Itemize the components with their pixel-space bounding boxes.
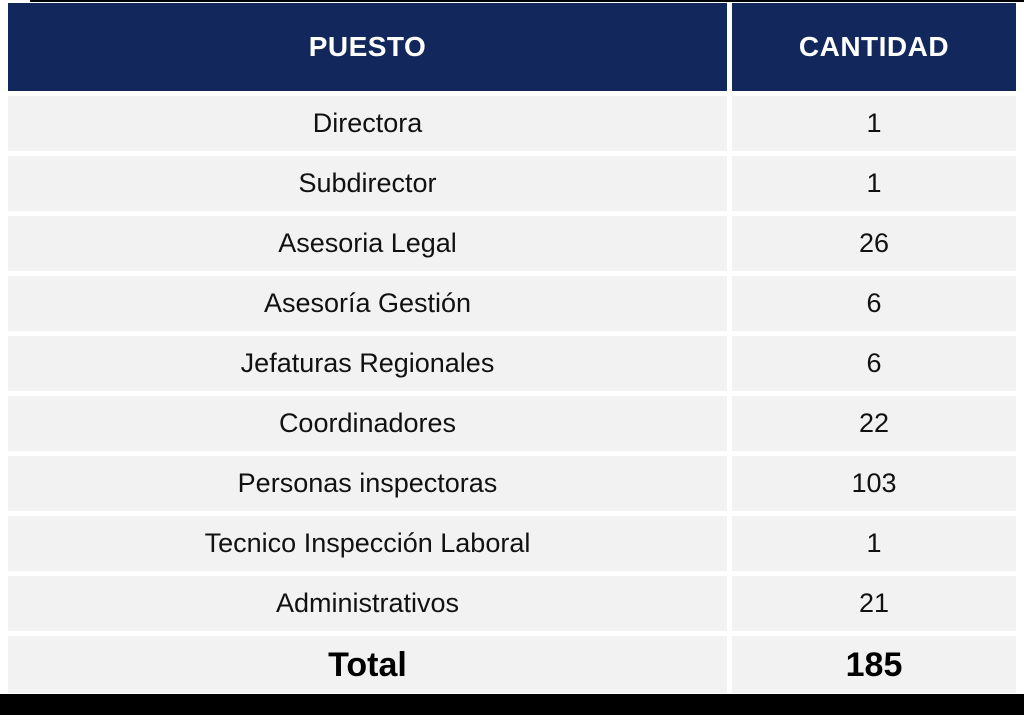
table-row-cantidad: 1 [732,156,1016,211]
total-row-value: 185 [732,636,1016,693]
table-row-puesto: Asesoria Legal [8,216,727,271]
table-row-puesto: Directora [8,96,727,151]
column-header-cantidad: CANTIDAD [732,3,1016,91]
table-row-puesto: Personas inspectoras [8,456,727,511]
bottom-bar [0,694,1024,715]
table-row-cantidad: 6 [732,336,1016,391]
total-row-label: Total [8,636,727,693]
table-row-puesto: Asesoría Gestión [8,276,727,331]
table-row-cantidad: 103 [732,456,1016,511]
table-row-cantidad: 1 [732,516,1016,571]
table-row-puesto: Administrativos [8,576,727,631]
table-row-puesto: Jefaturas Regionales [8,336,727,391]
table-row-cantidad: 1 [732,96,1016,151]
top-border-line [30,0,1024,2]
table-row-puesto: Subdirector [8,156,727,211]
table-row-cantidad: 26 [732,216,1016,271]
table-row-puesto: Tecnico Inspección Laboral [8,516,727,571]
table-row-cantidad: 6 [732,276,1016,331]
column-header-puesto: PUESTO [8,3,727,91]
table-row-cantidad: 22 [732,396,1016,451]
table-row-cantidad: 21 [732,576,1016,631]
staff-table: PUESTO CANTIDAD Directora 1 Subdirector … [8,3,1016,693]
table-row-puesto: Coordinadores [8,396,727,451]
